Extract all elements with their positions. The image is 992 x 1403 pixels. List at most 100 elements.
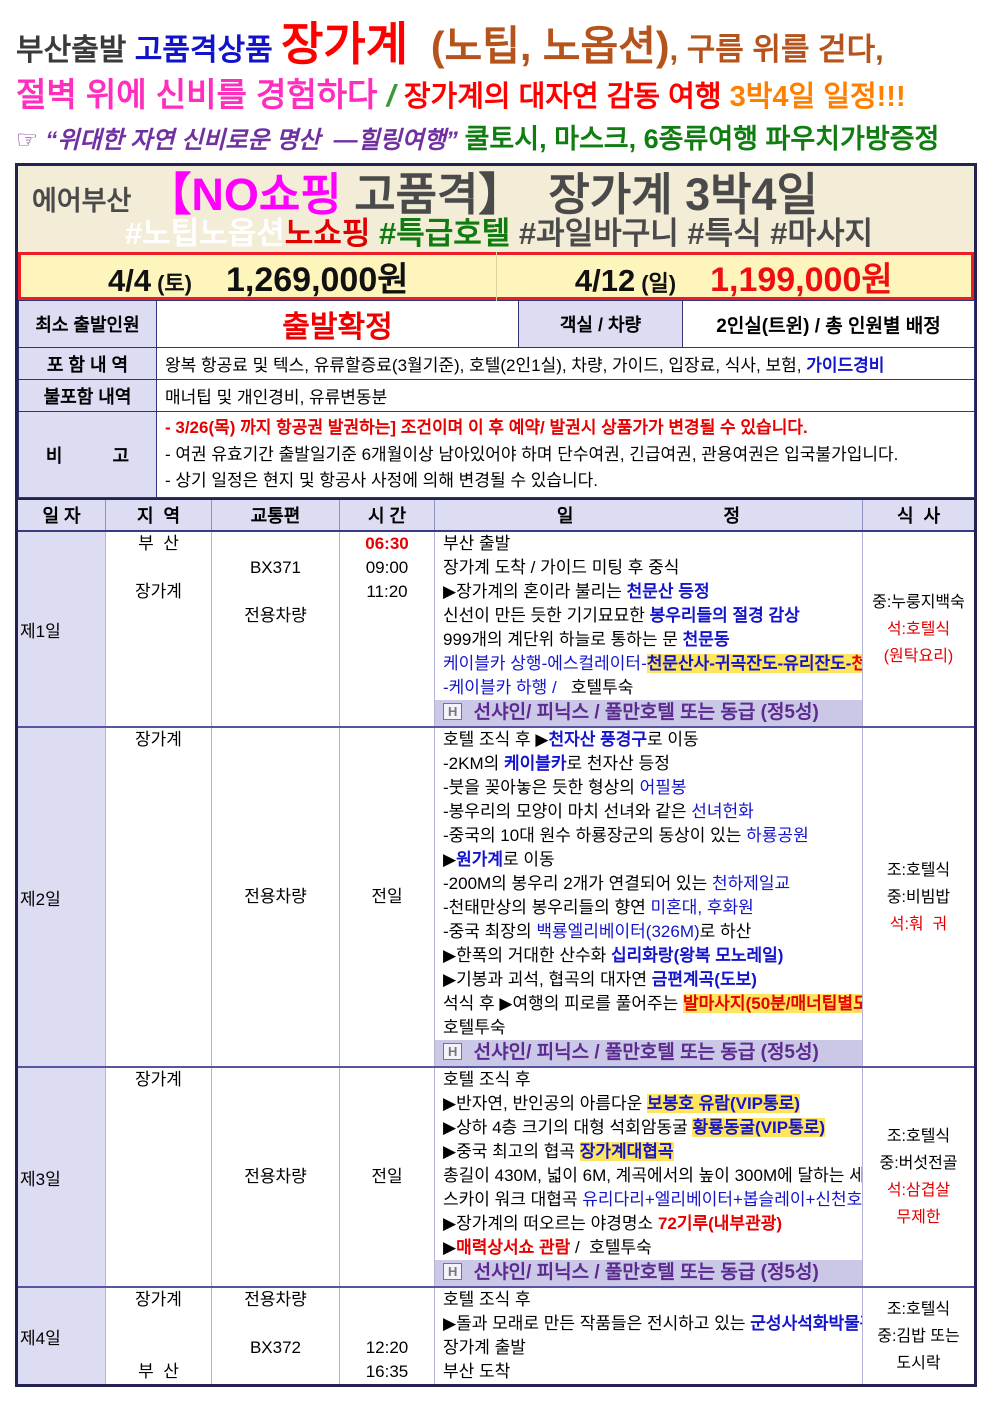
- region-cell-line: [106, 556, 211, 580]
- meal-line: 석:삼겹살: [886, 1182, 951, 1200]
- text-segment: 999개의 계단위 하늘로 통하는 문: [443, 630, 683, 650]
- text-segment: “위대한 자연 신비로운 명산 —힐링여행”: [45, 126, 465, 154]
- text-segment: #특급호텔: [370, 215, 511, 251]
- remarks-label: 비 고: [18, 411, 157, 499]
- time-cell-line: 전일: [371, 1167, 403, 1187]
- region-cell-line: 장가계: [135, 1290, 182, 1310]
- time-cell-line: 09:00: [365, 558, 409, 578]
- itinerary-header-row: 일 자 지 역 교통편 시 간 일 정 식 사: [18, 498, 974, 533]
- text-segment: 황룡동굴(VIP통로): [692, 1118, 826, 1138]
- time-cell-line: 12:20: [365, 1338, 409, 1358]
- schedule-line: ▶반자연, 반인공의 아름다운 보봉호 유람(VIP통로): [435, 1092, 862, 1116]
- text-segment: 하룡공원: [746, 826, 809, 846]
- remark-line: - 상기 일정은 현지 및 항공사 사정에 의해 변경될 수 있습니다.: [165, 471, 598, 491]
- meal-line: 중:비빔밥: [886, 888, 951, 906]
- meal-line: 조:호텔식: [886, 861, 951, 879]
- schedule-line: ▶매력상서쇼 관람 / 호텔투숙: [435, 1236, 862, 1260]
- text-segment: -천태만상의 봉우리들의 향연: [443, 898, 651, 918]
- schedule-line: 스카이 워크 대협곡 유리다리+엘리베이터+봅슬레이+신천호유람: [435, 1188, 862, 1212]
- itinerary-body: 제1일 부 산 장가계 BX371 전용차량 06:30 09:00 11:20 부산 출발 장가…: [18, 532, 974, 1385]
- time-cell: 전일: [340, 1068, 435, 1287]
- schedule-cell: 부산 출발 장가계 도착 / 가이드 미팅 후 중식 ▶장가계의 혼이라 불리는 천…: [435, 532, 863, 727]
- region-cell-line: [106, 1312, 211, 1336]
- schedule-line: -200M의 봉우리 2개가 연결되어 있는 천하제일교: [435, 872, 862, 896]
- promo-line-1: 부산출발 고품격상품 장가계 (노팁, 노옵션), 구름 위를 걷다,: [16, 20, 982, 68]
- schedule-line: ▶장가계의 떠오르는 야경명소 72기루(내부관광): [435, 1212, 862, 1236]
- text-segment: 천문산동선: [851, 654, 862, 674]
- schedule-line: ▶한폭의 거대한 산수화 십리화랑(왕복 모노레일): [435, 944, 862, 968]
- text-segment: 왕복 항공료 및 텍스, 유류할증료(3월기준), 호텔(2인1실), 차량, …: [165, 356, 807, 376]
- text-segment: 케이블카: [503, 754, 567, 774]
- text-segment: 군성사석화박물관: [750, 1314, 862, 1334]
- text-segment: 천문동: [682, 630, 730, 650]
- time-cell: 06:30 09:00 11:20: [340, 532, 435, 727]
- time-cell: 12:20 16:35: [340, 1288, 435, 1385]
- region-cell-line: [106, 1336, 211, 1360]
- text-segment: 원가계: [456, 850, 503, 870]
- text-segment: 에어부산: [32, 186, 147, 217]
- text-segment: 미혼대, 후화원: [650, 898, 754, 918]
- text-segment: ▶한폭의 거대한 산수화: [443, 946, 612, 966]
- time-cell-line: 16:35: [365, 1362, 409, 1382]
- time-cell: 전일: [340, 728, 435, 1067]
- region-cell: 장가계: [106, 1068, 212, 1287]
- schedule-line: 장가계 도착 / 가이드 미팅 후 중식: [435, 556, 862, 580]
- day-number-label: 제1일: [20, 621, 61, 641]
- remarks-value: - 3/26(목) 까지 항공권 발권하는] 조건이며 이 후 예약/ 발권시 …: [156, 411, 975, 499]
- schedule-line: 호텔 조식 후: [435, 1288, 862, 1312]
- text-segment: 석식 후 ▶여행의 피로를 풀어주는: [443, 994, 684, 1014]
- promo-line-2: 절벽 위에 신비를 경험하다 / 장가계의 대자연 감동 여행 3박4일 일정!…: [16, 76, 982, 114]
- title-box: 에어부산 【NO쇼핑 고품격】 장가계 3박4일 #노팁노옵션노쇼핑 #특급호텔…: [18, 166, 974, 253]
- text-segment: 호텔투숙: [561, 678, 634, 698]
- price-option-2: 4/12 (일) 1,199,000원: [497, 252, 972, 301]
- schedule-line: 호텔 조식 후: [435, 1068, 862, 1092]
- transport-cell-line: 전용차량: [244, 1167, 307, 1187]
- excluded-value: 매너팁 및 개인경비, 유류변동분: [156, 379, 975, 413]
- text-segment: 총길이 430M, 넓이 6M, 계곡에서의 높이 300M에 달하는 세계 최…: [443, 1166, 862, 1186]
- region-cell-line: 부 산: [138, 1362, 179, 1382]
- schedule-line: 장가계 출발: [435, 1336, 862, 1360]
- transport-cell: BX371 전용차량: [212, 532, 340, 727]
- schedule-line: -중국 최장의 백룡엘리베이터(326M)로 하산: [435, 920, 862, 944]
- text-segment: #과일바구니 #특식 #마사지: [510, 215, 874, 251]
- hotel-bar: H 선샤인/ 피닉스 / 풀만호텔 또는 동급 (정5성): [435, 1040, 862, 1067]
- hotel-icon: H: [443, 1043, 463, 1061]
- schedule-line: ▶기봉과 괴석, 협곡의 대자연 금편계곡(도보): [435, 968, 862, 992]
- text-segment: 장가계 출발: [443, 1338, 526, 1358]
- text-segment: 절벽 위에 신비를 경험하다: [16, 76, 387, 114]
- remark-line: - 여권 유효기간 출발일기준 6개월이상 남아있어야 하며 단수여권, 긴급여…: [165, 444, 899, 464]
- schedule-line: -케이블카 하행 / 호텔투숙: [435, 676, 862, 700]
- text-segment: 부산출발: [16, 34, 135, 67]
- schedule-line: 부산 도착: [435, 1360, 862, 1384]
- day-number-cell: 제2일: [18, 728, 106, 1067]
- text-segment: ▶장가계의 혼이라 불리는: [443, 582, 627, 602]
- text-segment: 신선이 만든 듯한 기기묘묘한: [443, 606, 650, 626]
- schedule-line: ▶상하 4층 크기의 대형 석회암동굴 황룡동굴(VIP통로): [435, 1116, 862, 1140]
- schedule-line: 호텔투숙: [435, 1016, 862, 1040]
- departure-dow-1: (토): [157, 270, 192, 296]
- time-cell-line: 전일: [371, 887, 403, 907]
- meal-line: 조:호텔식: [886, 1300, 951, 1318]
- min-departure-label: 최소 출발인원: [18, 300, 157, 349]
- text-segment: 천자산 풍경구: [548, 730, 648, 750]
- text-segment: 선녀헌화: [691, 802, 754, 822]
- transport-cell-line: [212, 532, 339, 556]
- itinerary-day-row: 제1일 부 산 장가계 BX371 전용차량 06:30 09:00 11:20 부산 출발 장가…: [18, 532, 974, 727]
- schedule-cell: 호텔 조식 후 ▶천자산 풍경구로 이동 -2KM의 케이블카로 천자산 등정 -붓…: [435, 728, 863, 1067]
- col-header-schedule: 일 정: [435, 500, 863, 531]
- schedule-line: ▶중국 최고의 협곡 장가계대협곡: [435, 1140, 862, 1164]
- schedule-line: 999개의 계단위 하늘로 통하는 문 천문동: [435, 628, 862, 652]
- time-cell-line: 06:30: [365, 534, 409, 554]
- meal-cell: 조:호텔식 중:버섯전골 석:삼겹살 무제한: [863, 1068, 974, 1286]
- text-segment: ▶: [443, 850, 457, 870]
- text-segment: 봉우리들의 절경 감상: [649, 606, 800, 626]
- text-segment: 로 하산: [699, 922, 752, 942]
- included-value: 왕복 항공료 및 텍스, 유류할증료(3월기준), 호텔(2인1실), 차량, …: [156, 347, 975, 381]
- text-segment: -중국의 10대 원수 하룡장군의 동상이 있는: [443, 826, 747, 846]
- text-segment: 백룡엘리베이터(326M): [536, 922, 700, 942]
- text-segment: 로 이동: [503, 850, 555, 870]
- schedule-line: ▶장가계의 혼이라 불리는 천문산 등정: [435, 580, 862, 604]
- text-segment: -케이블카 하행 /: [443, 678, 562, 698]
